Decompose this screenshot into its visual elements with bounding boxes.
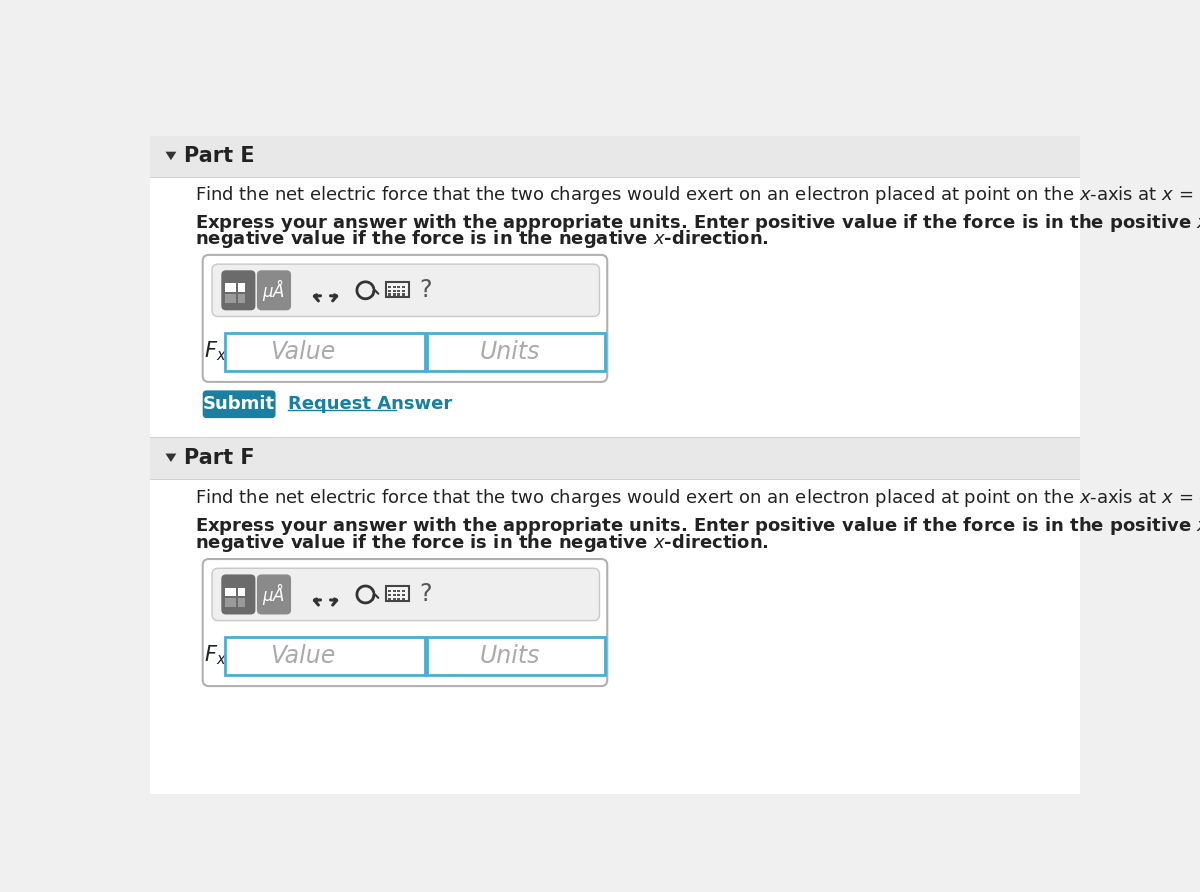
Bar [385, 282, 409, 297]
Text: Value: Value [270, 644, 335, 668]
Bar [397, 285, 401, 288]
Bar [388, 590, 391, 592]
Text: Submit: Submit [203, 395, 275, 413]
Bar [388, 293, 391, 295]
Bar [402, 590, 404, 592]
FancyBboxPatch shape [221, 574, 256, 615]
Bar [388, 290, 391, 292]
Bar [238, 588, 245, 596]
Text: ?: ? [420, 582, 432, 607]
Text: Find the net electric force that the two charges would exert on an electron plac: Find the net electric force that the two… [194, 487, 1200, 509]
Text: Part F: Part F [184, 448, 254, 468]
Bar [226, 588, 236, 596]
Bar [150, 136, 1080, 178]
Bar [402, 285, 404, 288]
FancyBboxPatch shape [257, 270, 292, 310]
Text: negative value if the force is in the negative $x$-direction.: negative value if the force is in the ne… [194, 532, 769, 554]
Bar [238, 294, 245, 302]
Bar [402, 293, 404, 295]
Text: Request Answer: Request Answer [288, 395, 452, 413]
Text: Units: Units [479, 340, 540, 364]
Bar [150, 480, 1080, 794]
Text: $F_x$ =: $F_x$ = [204, 643, 250, 667]
Bar [397, 290, 401, 292]
Bar [226, 284, 236, 292]
Bar [392, 285, 396, 288]
Bar [402, 598, 404, 599]
Polygon shape [166, 453, 176, 462]
FancyBboxPatch shape [203, 391, 276, 418]
Bar [402, 594, 404, 596]
Bar [397, 594, 401, 596]
Bar [397, 598, 401, 599]
Text: Express your answer with the appropriate units. Enter positive value if the forc: Express your answer with the appropriate… [194, 211, 1200, 234]
Text: Part E: Part E [184, 146, 254, 166]
Text: $F_x$ =: $F_x$ = [204, 339, 250, 363]
Text: negative value if the force is in the negative $x$-direction.: negative value if the force is in the ne… [194, 228, 769, 251]
Bar [392, 594, 396, 596]
Bar [226, 333, 425, 371]
Bar [226, 294, 236, 302]
Bar [402, 290, 404, 292]
Text: ?: ? [420, 278, 432, 302]
FancyBboxPatch shape [257, 574, 292, 615]
Text: Find the net electric force that the two charges would exert on an electron plac: Find the net electric force that the two… [194, 184, 1200, 206]
Bar [397, 293, 401, 295]
Bar [388, 598, 391, 599]
Bar [392, 590, 396, 592]
Bar [385, 586, 409, 601]
Text: Value: Value [270, 340, 335, 364]
Bar [397, 590, 401, 592]
Bar [392, 598, 396, 599]
Bar [388, 285, 391, 288]
Text: $\mu\AA$: $\mu\AA$ [263, 277, 286, 303]
Bar [427, 637, 605, 675]
Bar [238, 599, 245, 607]
Text: Units: Units [479, 644, 540, 668]
Polygon shape [166, 152, 176, 161]
Bar [392, 293, 396, 295]
Text: $\mu\AA$: $\mu\AA$ [263, 582, 286, 607]
Bar [226, 599, 236, 607]
Bar [392, 290, 396, 292]
FancyBboxPatch shape [212, 264, 600, 317]
Bar [226, 637, 425, 675]
Bar [238, 284, 245, 292]
Bar [150, 178, 1080, 448]
Bar [427, 333, 605, 371]
Bar [388, 594, 391, 596]
FancyBboxPatch shape [221, 270, 256, 310]
FancyBboxPatch shape [212, 568, 600, 621]
Bar [150, 437, 1080, 480]
Text: Express your answer with the appropriate units. Enter positive value if the forc: Express your answer with the appropriate… [194, 515, 1200, 537]
